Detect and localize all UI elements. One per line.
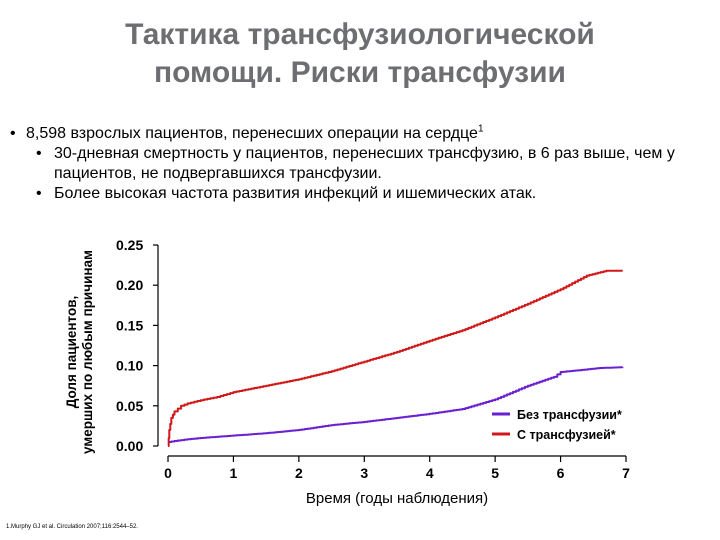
x-tick-label: 1 bbox=[230, 465, 238, 481]
y-tick-label: 0.25 bbox=[116, 237, 143, 253]
x-tick-label: 4 bbox=[426, 465, 434, 481]
y-tick-label: 0.20 bbox=[116, 277, 143, 293]
slide-title: Тактика трансфузиологической помощи. Рис… bbox=[0, 16, 720, 92]
series-line-transfusion bbox=[167, 269, 623, 447]
bullet-main-superscript: 1 bbox=[477, 123, 484, 135]
y-tick-label: 0.05 bbox=[116, 398, 143, 414]
footnote: 1.Murphy GJ et al. Circulation 2007;116:… bbox=[6, 524, 138, 530]
bullet-list: 8,598 взрослых пациентов, перенесших опе… bbox=[8, 124, 708, 204]
x-tick-label: 5 bbox=[491, 465, 499, 481]
bullet-main: 8,598 взрослых пациентов, перенесших опе… bbox=[8, 124, 708, 144]
y-tick-label: 0.10 bbox=[116, 358, 143, 374]
y-tick-label: 0.00 bbox=[116, 438, 143, 454]
legend-label-transfusion: С трансфузией* bbox=[517, 428, 616, 442]
sub-bullet-infections: Более высокая частота развития инфекций … bbox=[8, 184, 708, 204]
y-tick-label: 0.15 bbox=[116, 317, 143, 333]
title-line-1: Тактика трансфузиологической bbox=[125, 18, 595, 51]
x-tick-label: 7 bbox=[622, 465, 630, 481]
x-tick-label: 3 bbox=[360, 465, 368, 481]
x-tick-label: 2 bbox=[295, 465, 303, 481]
legend-label-no-transfusion: Без трансфузии* bbox=[517, 408, 622, 422]
sub-bullet-mortality: 30-дневная смертность у пациентов, перен… bbox=[8, 144, 708, 184]
series-line-no-transfusion bbox=[168, 366, 624, 443]
x-axis-title: Время (годы наблюдения) bbox=[306, 490, 488, 507]
bullet-main-text: 8,598 взрослых пациентов, перенесших опе… bbox=[26, 125, 478, 142]
title-line-2: помощи. Риски трансфузии bbox=[154, 56, 566, 89]
x-tick-label: 6 bbox=[557, 465, 565, 481]
x-tick-label: 0 bbox=[164, 465, 172, 481]
